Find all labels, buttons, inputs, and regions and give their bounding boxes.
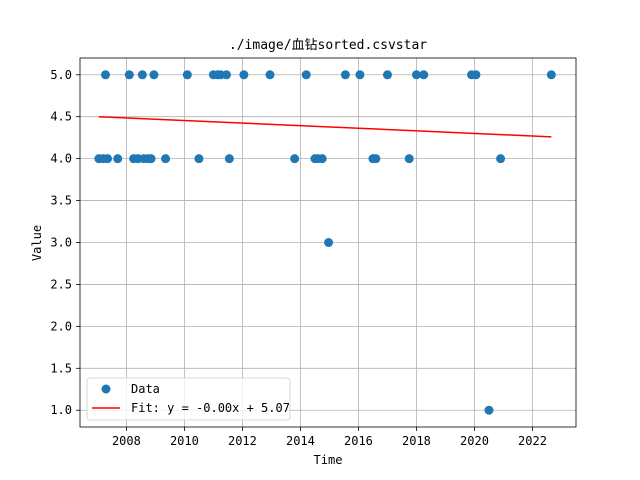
data-point	[404, 154, 414, 164]
data-point	[484, 405, 494, 415]
x-axis-label: Time	[314, 453, 343, 467]
x-tick-label: 2020	[460, 434, 489, 448]
data-point	[103, 154, 113, 164]
data-point	[340, 70, 350, 80]
data-point	[496, 154, 506, 164]
legend: Data Fit: y = -0.00x + 5.07	[86, 377, 291, 421]
y-tick-label: 3.5	[50, 194, 72, 208]
data-point	[471, 70, 481, 80]
data-point	[546, 70, 556, 80]
grid	[80, 58, 576, 427]
y-tick-label: 2.5	[50, 277, 72, 291]
data-point	[149, 70, 159, 80]
y-tick-label: 1.5	[50, 361, 72, 375]
x-tick-label: 2018	[402, 434, 431, 448]
y-tick-label: 4.5	[50, 110, 72, 124]
y-axis-ticks: 1.0 1.5 2.0 2.5 3.0 3.5 4.0 4.5 5.0	[50, 68, 80, 417]
x-tick-label: 2014	[286, 434, 315, 448]
y-tick-label: 3.0	[50, 236, 72, 250]
data-point	[239, 70, 249, 80]
x-tick-label: 2022	[518, 434, 547, 448]
fit-line-layer	[98, 115, 552, 138]
data-point	[317, 154, 327, 164]
data-point	[265, 70, 275, 80]
data-point	[146, 154, 156, 164]
y-tick-label: 2.0	[50, 319, 72, 333]
y-tick-label: 5.0	[50, 68, 72, 82]
legend-fit-label: Fit: y = -0.00x + 5.07	[131, 401, 290, 415]
y-axis-label: Value	[30, 225, 44, 261]
x-tick-label: 2016	[344, 434, 373, 448]
data-point	[419, 70, 429, 80]
data-point	[113, 154, 123, 164]
legend-data-marker	[101, 384, 111, 394]
y-tick-label: 4.0	[50, 152, 72, 166]
data-point	[194, 154, 204, 164]
data-point	[221, 70, 231, 80]
scatter-points	[94, 70, 556, 415]
data-point	[124, 70, 134, 80]
x-tick-label: 2012	[228, 434, 257, 448]
data-point	[355, 70, 365, 80]
data-point	[101, 70, 111, 80]
data-point	[161, 154, 171, 164]
data-point	[290, 154, 300, 164]
data-point	[382, 70, 392, 80]
x-tick-label: 2008	[112, 434, 141, 448]
data-point	[182, 70, 192, 80]
chart-title: ./image/血钻sorted.csvstar	[229, 38, 427, 53]
data-point	[224, 154, 234, 164]
legend-data-label: Data	[131, 382, 160, 396]
data-point	[411, 70, 421, 80]
x-tick-label: 2010	[170, 434, 199, 448]
fit-line	[98, 115, 552, 138]
data-point	[137, 70, 147, 80]
legend-box	[86, 377, 291, 421]
data-point	[301, 70, 311, 80]
y-tick-label: 1.0	[50, 403, 72, 417]
x-axis-ticks: 2008 2010 2012 2014 2016 2018 2020 2022	[112, 427, 547, 448]
data-point	[324, 238, 334, 247]
data-point	[371, 154, 381, 164]
